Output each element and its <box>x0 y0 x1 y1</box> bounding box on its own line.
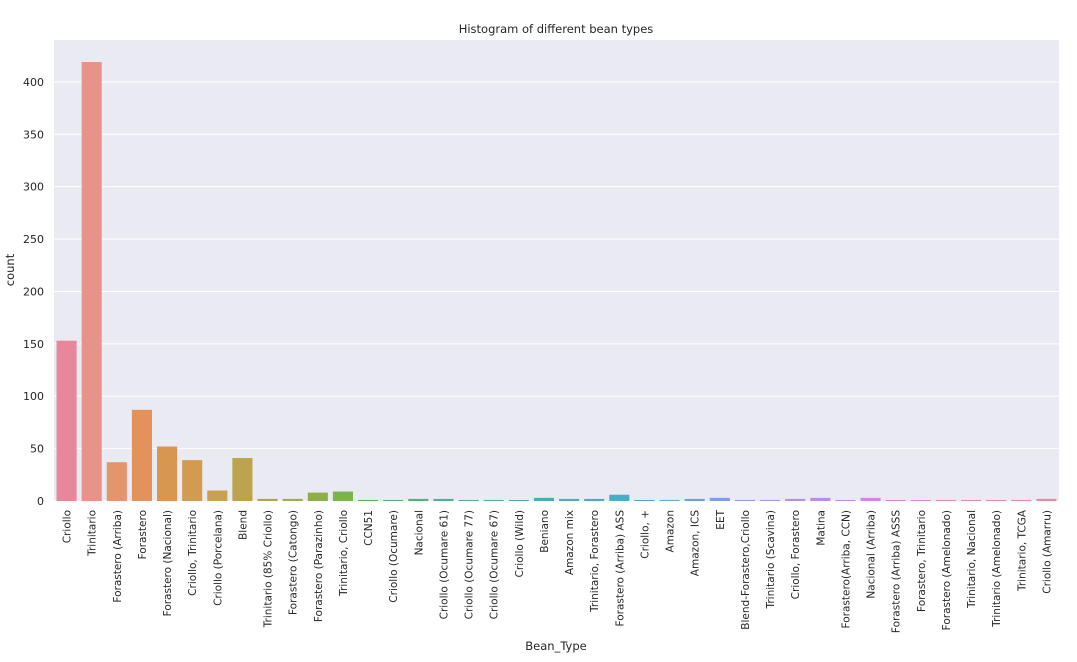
x-tick-label: Trinitario, Criollo <box>338 510 350 597</box>
y-tick-label: 50 <box>30 443 44 456</box>
bar <box>332 491 353 501</box>
x-tick-label: Criollo (Amarru) <box>1041 510 1053 594</box>
x-tick-label: Trinitario, Nacional <box>966 510 978 609</box>
bar <box>860 497 881 501</box>
x-tick-label: Trinitario (Scavina) <box>765 510 777 610</box>
x-tick-label: Forastero (Arriba) <box>112 510 124 603</box>
bar <box>458 499 479 501</box>
x-tick-label: Criollo (Porcelana) <box>212 510 224 606</box>
x-tick-label: Criollo (Ocumare) <box>388 510 400 603</box>
bar <box>232 458 253 501</box>
x-tick-label: Criollo (Ocumare 61) <box>438 510 450 619</box>
y-axis-label: count <box>3 253 17 286</box>
x-tick-label: Nacional (Arriba) <box>866 510 878 599</box>
x-tick-label: Trinitario (85% Criollo) <box>263 510 275 628</box>
bar <box>709 497 730 501</box>
x-tick-label: Forastero (Catongo) <box>288 510 300 615</box>
x-tick-label: Beniano <box>539 510 551 553</box>
bar <box>131 409 152 501</box>
x-tick-labels: Criollo Trinitario Forastero (Arriba) Foras… <box>62 509 1054 633</box>
bar <box>986 499 1007 501</box>
bar <box>659 499 680 501</box>
x-tick-label: Criollo, Trinitario <box>187 510 199 596</box>
bar <box>785 498 806 501</box>
x-tick-label: Forastero (Arriba) ASS <box>614 510 626 627</box>
bar <box>182 460 203 501</box>
bar <box>106 462 127 501</box>
bar <box>810 497 831 501</box>
bar <box>157 446 178 501</box>
bar <box>835 499 856 501</box>
x-tick-label: Trinitario, TCGA <box>1016 509 1028 592</box>
bar <box>433 498 454 501</box>
y-tick-label: 350 <box>23 128 44 141</box>
x-tick-label: EET <box>715 509 727 529</box>
x-tick-label: Criollo (Ocumare 67) <box>489 510 501 619</box>
bar <box>734 499 755 501</box>
y-tick-label: 200 <box>23 285 44 298</box>
bar <box>483 499 504 501</box>
x-tick-label: Trinitario, Forastero <box>589 510 601 613</box>
bar <box>634 499 655 501</box>
bar <box>533 497 554 501</box>
y-tick-label: 150 <box>23 338 44 351</box>
x-tick-label: Criollo <box>62 510 74 543</box>
x-tick-label: Forastero(Arriba, CCN) <box>840 510 852 628</box>
y-tick-label: 250 <box>23 233 44 246</box>
y-tick-label: 400 <box>23 76 44 89</box>
y-tick-labels: 0 50 100 150 200 250 300 350 400 <box>23 76 44 508</box>
x-tick-label: Forastero (Parazinho) <box>313 510 325 622</box>
x-tick-label: Forastero (Nacional) <box>162 510 174 616</box>
grid-lines <box>54 81 1059 502</box>
y-tick-label: 300 <box>23 181 44 194</box>
x-tick-label: Criollo, Forastero <box>790 510 802 599</box>
x-tick-label: Trinitario <box>87 510 99 557</box>
bar <box>383 499 404 501</box>
bar <box>910 499 931 501</box>
bar <box>207 490 228 501</box>
x-tick-label: Criollo (Wild) <box>514 510 526 577</box>
bar <box>584 498 605 501</box>
bar <box>508 499 529 501</box>
y-tick-label: 100 <box>23 390 44 403</box>
bar <box>1036 498 1057 501</box>
x-tick-label: Blend <box>237 510 249 540</box>
x-axis-label: Bean_Type <box>525 639 586 653</box>
bar <box>408 498 429 501</box>
bar <box>760 499 781 501</box>
bar <box>885 499 906 501</box>
bars <box>56 62 1057 502</box>
x-tick-label: Amazon mix <box>564 510 576 575</box>
bar <box>1011 499 1032 501</box>
plot-background <box>54 40 1059 501</box>
x-tick-label: CCN51 <box>363 510 375 546</box>
x-tick-label: Blend-Forastero,Criollo <box>740 510 752 630</box>
x-tick-label: Amazon, ICS <box>690 510 702 577</box>
x-tick-label: Forastero <box>137 510 149 559</box>
bar <box>961 499 982 501</box>
x-tick-label: Criollo, + <box>639 510 651 559</box>
x-tick-label: Nacional <box>413 510 425 555</box>
bar <box>282 498 303 501</box>
x-tick-label: Matina <box>815 510 827 546</box>
x-tick-label: Amazon <box>665 510 677 552</box>
bar <box>935 499 956 501</box>
bar <box>307 492 328 501</box>
bar <box>81 62 102 502</box>
x-tick-label: Forastero (Arriba) ASSS <box>891 510 903 633</box>
bar <box>559 498 580 501</box>
x-tick-label: Trinitario (Amelonado) <box>991 510 1003 628</box>
x-tick-label: Forastero, Trinitario <box>916 510 928 612</box>
bar <box>257 498 278 501</box>
y-tick-label: 0 <box>37 495 44 508</box>
bar <box>609 494 630 501</box>
bar <box>56 340 77 501</box>
x-tick-label: Criollo (Ocumare 77) <box>464 510 476 619</box>
chart-title: Histogram of different bean types <box>459 22 654 36</box>
x-tick-label: Forastero (Amelonado) <box>941 510 953 630</box>
bar <box>684 498 705 501</box>
bar <box>358 499 379 501</box>
